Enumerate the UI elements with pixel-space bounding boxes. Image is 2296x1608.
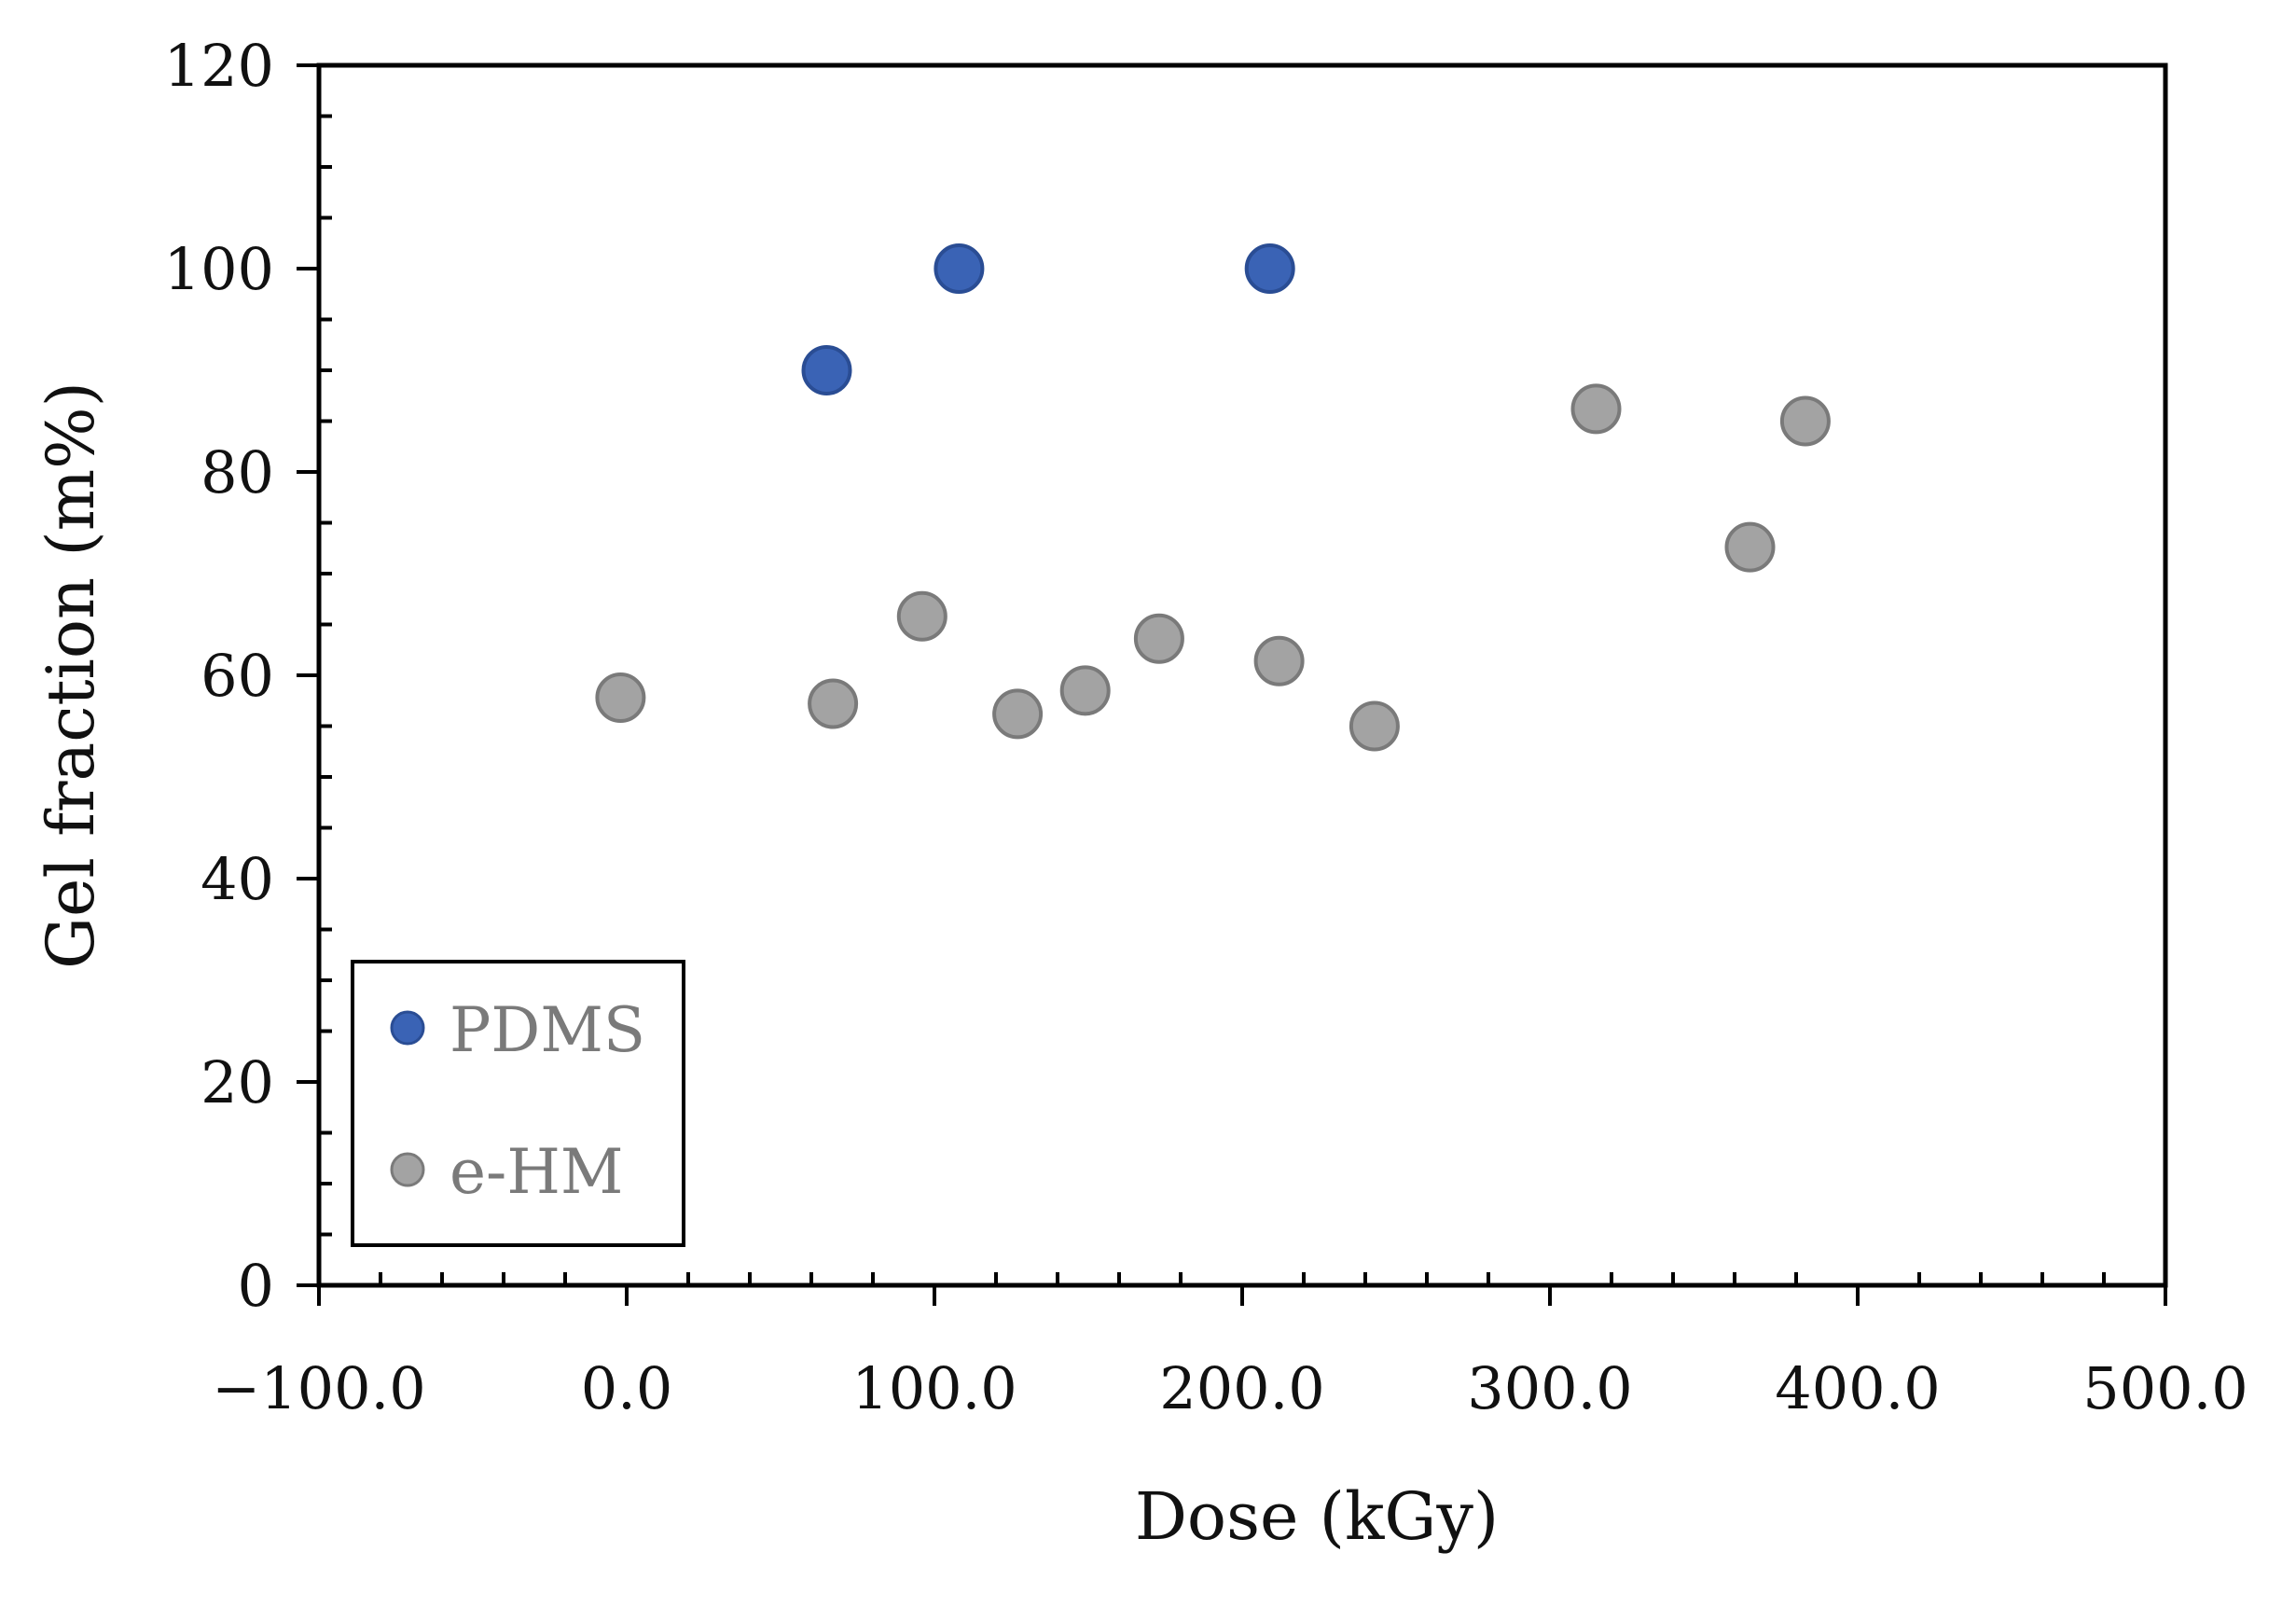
data-point-e-hm: [1349, 700, 1400, 752]
x-tick-label: 500.0: [2082, 1354, 2248, 1422]
y-tick-label: 80: [201, 438, 274, 506]
y-tick-label: 20: [201, 1048, 274, 1116]
data-point-e-hm: [896, 590, 947, 642]
x-tick-label: 400.0: [1775, 1354, 1941, 1422]
y-tick-label: 120: [164, 32, 274, 100]
data-point-e-hm: [1724, 521, 1776, 573]
y-axis-title: Gel fraction (m%): [33, 381, 109, 969]
legend-marker-pdms: [390, 1010, 425, 1046]
x-tick-label: 300.0: [1467, 1354, 1633, 1422]
y-tick-label: 40: [201, 845, 274, 913]
data-point-pdms: [934, 243, 985, 294]
legend-box: [351, 960, 685, 1247]
x-tick-label: 100.0: [851, 1354, 1017, 1422]
data-point-e-hm: [1253, 635, 1305, 686]
legend-marker-e-hm: [390, 1152, 425, 1187]
x-tick-label: 0.0: [581, 1354, 673, 1422]
data-point-e-hm: [1779, 395, 1831, 447]
legend-label-e-hm: e-HM: [450, 1136, 624, 1208]
data-point-e-hm: [1133, 613, 1184, 664]
plot-area: [316, 62, 2168, 1288]
x-axis-tick-labels: −100.0 0.0 100.0 200.0 300.0 400.0 500.0: [212, 1354, 2248, 1422]
x-tick-label: −100.0: [212, 1354, 425, 1422]
y-axis-tick-labels: 0 20 40 60 80 100 120: [164, 32, 274, 1320]
x-tick-label: 200.0: [1159, 1354, 1325, 1422]
data-point-e-hm: [1059, 665, 1111, 716]
data-point-pdms: [1244, 243, 1295, 294]
data-points: [595, 243, 1831, 752]
x-axis-title: Dose (kGy): [1135, 1478, 1499, 1555]
y-tick-label: 60: [201, 642, 274, 710]
data-point-e-hm: [992, 688, 1044, 740]
data-point-e-hm: [1570, 383, 1622, 435]
major-ticks: [297, 63, 2167, 1306]
legend-label-pdms: PDMS: [450, 994, 645, 1066]
y-tick-label: 0: [238, 1252, 274, 1320]
data-point-e-hm: [808, 678, 859, 729]
y-tick-label: 100: [164, 235, 274, 303]
legend: PDMS e-HM: [351, 960, 685, 1247]
data-point-pdms: [801, 345, 852, 395]
data-point-e-hm: [595, 672, 646, 723]
